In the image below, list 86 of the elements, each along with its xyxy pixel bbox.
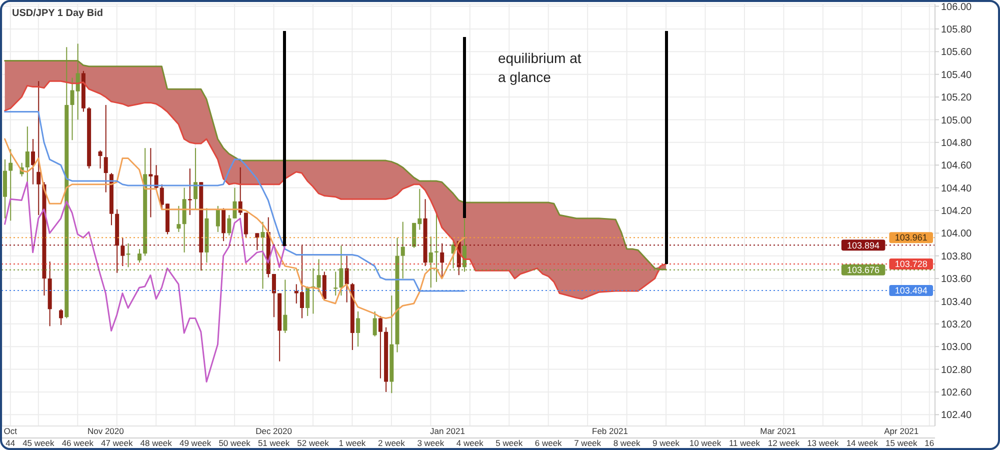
candlestick (344, 255, 349, 303)
y-tick-label: 105.60 (941, 47, 972, 58)
x-tick-label: 11 week (728, 438, 761, 448)
candlestick (188, 168, 192, 216)
ref-line-label: 103.728 (894, 259, 928, 270)
candlestick (306, 286, 310, 316)
x-tick-label: 15 week (886, 438, 918, 448)
candlestick (98, 150, 102, 169)
x-tick-label: 52 week (297, 438, 330, 448)
x-tick-label: 16 (924, 438, 934, 448)
x2-tick-label: Mar 2021 (760, 426, 796, 436)
candlestick (356, 310, 360, 348)
candlestick (322, 271, 326, 301)
x-tick-label: 3 week (417, 438, 445, 448)
x2-tick-label: Jan 2021 (430, 426, 466, 436)
candlestick (244, 212, 248, 238)
line-series (4, 111, 466, 292)
candlestick (272, 273, 276, 318)
candlestick (148, 148, 153, 218)
x-tick-label: 45 week (22, 438, 55, 448)
y-tick-label: 104.20 (941, 206, 972, 218)
y-tick-label: 102.60 (941, 388, 972, 399)
x-tick-label: 14 week (846, 438, 879, 448)
x-tick-label: 5 week (496, 438, 524, 448)
y-tick-label: 104.40 (941, 183, 972, 194)
x-tick-label: 1 week (338, 438, 366, 448)
x2-tick-label: Dec 2020 (256, 426, 292, 436)
candlestick (8, 148, 13, 222)
x-tick-label: 48 week (140, 438, 173, 448)
x-tick-label: 10 week (689, 438, 722, 448)
y-tick-label: 103.60 (941, 274, 972, 286)
line-series (4, 181, 286, 383)
candlestick (70, 77, 74, 141)
x-tick-label: 8 week (613, 438, 642, 448)
y-tick-label: 103.40 (941, 296, 972, 308)
candlestick (176, 205, 181, 233)
x-tick-label: 4 week (456, 438, 484, 448)
candlestick (59, 308, 64, 326)
x-tick-label: 9 week (652, 438, 680, 448)
x-tick-label: 47 week (101, 438, 134, 448)
ref-line-label: 103.961 (894, 232, 928, 243)
x-tick-label: 13 week (807, 438, 840, 448)
y-tick-label: 103.80 (941, 251, 972, 262)
y-tick-label: 102.80 (941, 364, 972, 376)
y-tick-label: 105.40 (941, 70, 972, 81)
ref-line-label: 103.676 (847, 265, 880, 276)
x-tick-label: 44 (6, 438, 16, 448)
x-tick-label: 49 week (179, 438, 212, 448)
x2-tick-label: Oct (4, 426, 18, 436)
candlestick (137, 248, 142, 264)
x2-tick-label: Apr 2021 (884, 426, 919, 436)
x-tick-label: 46 week (62, 438, 94, 448)
x-tick-label: 6 week (534, 438, 563, 448)
candlestick (104, 104, 108, 193)
y-tick-label: 104.60 (941, 160, 972, 172)
candlestick (378, 315, 382, 379)
ref-line-label: 103.894 (847, 240, 880, 250)
candlestick (216, 205, 220, 233)
y-tick-label: 102.40 (941, 410, 972, 422)
y-tick-label: 105.00 (941, 115, 972, 126)
y-tick-label: 105.80 (941, 24, 972, 36)
candlestick (194, 148, 198, 210)
candlestick (31, 138, 36, 185)
candlestick (372, 310, 377, 337)
x-tick-label: 2 week (378, 438, 406, 448)
candlestick (232, 187, 237, 219)
y-tick-label: 103.20 (941, 319, 972, 330)
x-tick-label: 12 week (768, 438, 800, 448)
candlestick (222, 208, 226, 242)
annotation: equilibrium at a glance (498, 49, 582, 87)
candlestick (36, 80, 41, 216)
y-tick-label: 104.00 (941, 228, 972, 240)
candlestick (227, 214, 232, 236)
x-tick-label: 7 week (574, 438, 602, 448)
ref-line-label: 103.494 (894, 286, 928, 296)
x2-tick-label: Nov 2020 (87, 426, 124, 436)
chart-title: USD/JPY 1 Day Bid (12, 8, 103, 19)
y-tick-label: 106.00 (941, 2, 972, 13)
y-tick-label: 103.00 (941, 342, 972, 354)
x-tick-label: 50 week (218, 438, 252, 448)
x2-tick-label: Feb 2021 (592, 426, 628, 436)
candlestick (76, 43, 80, 120)
y-tick-label: 105.20 (941, 92, 972, 104)
y-tick-label: 104.80 (941, 138, 972, 149)
candlestick (283, 279, 288, 334)
x-tick-label: 51 week (258, 438, 290, 448)
